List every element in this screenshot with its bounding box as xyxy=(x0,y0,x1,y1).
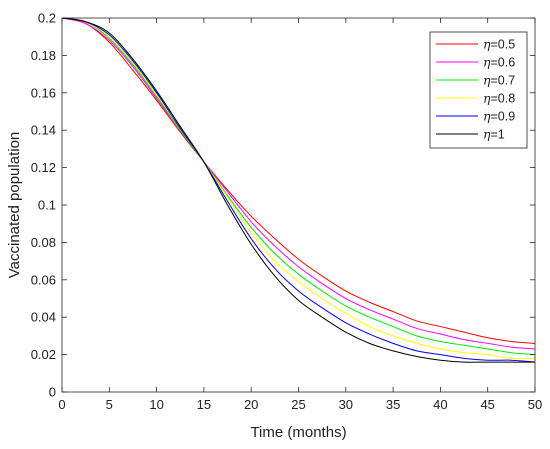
legend-box xyxy=(429,31,528,149)
y-tick-label: 0.14 xyxy=(31,123,56,138)
tick-layer: 0 5 10 15 20 25 30 35 40 45 50 0 0.02 0.04 0.06 0.08 0.1… xyxy=(31,11,543,413)
legend-value: =0.6 xyxy=(491,56,516,70)
y-tick-label: 0.16 xyxy=(31,85,56,100)
legend-label: η=0.5 xyxy=(483,37,515,52)
x-tick-label: 50 xyxy=(528,397,542,412)
legend-value: =0.9 xyxy=(491,110,516,124)
y-tick-label: 0 xyxy=(49,385,56,400)
x-tick-label: 40 xyxy=(433,397,447,412)
legend-value: =0.8 xyxy=(491,92,516,106)
legend-eta-symbol: η xyxy=(483,109,491,124)
series-line-6 xyxy=(61,17,535,363)
x-tick-label: 30 xyxy=(339,397,353,412)
y-tick-label: 0.18 xyxy=(31,48,56,63)
y-tick-label: 0.08 xyxy=(31,235,56,250)
series-line-5 xyxy=(61,17,536,363)
x-tick-label: 15 xyxy=(197,397,211,412)
y-tick-label: 0.1 xyxy=(38,198,56,213)
legend-label: η=0.9 xyxy=(483,109,515,124)
x-tick-label: 45 xyxy=(480,397,494,412)
x-tick-label: 0 xyxy=(58,397,65,412)
series-line-2 xyxy=(61,17,536,350)
legend-value: =0.5 xyxy=(491,38,516,52)
series-line-3 xyxy=(61,17,536,356)
legend-eta-symbol: η xyxy=(483,37,491,52)
x-tick-label: 25 xyxy=(291,397,305,412)
y-tick-label: 0.04 xyxy=(31,310,56,325)
x-tick-label: 35 xyxy=(386,397,400,412)
y-axis-title: Vaccinated population xyxy=(6,132,23,279)
legend: η=0.5η=0.6η=0.7η=0.8η=0.9η=1 xyxy=(429,31,528,149)
legend-label: η=1 xyxy=(483,127,505,142)
y-tick-label: 0.2 xyxy=(38,11,56,26)
legend-eta-symbol: η xyxy=(483,127,491,142)
y-tick-label: 0.12 xyxy=(31,160,56,175)
legend-eta-symbol: η xyxy=(483,55,491,70)
legend-eta-symbol: η xyxy=(483,73,491,88)
legend-label: η=0.7 xyxy=(483,73,515,88)
x-axis-title: Time (months) xyxy=(250,424,346,441)
legend-label: η=0.8 xyxy=(483,91,515,106)
x-tick-label: 10 xyxy=(149,397,163,412)
legend-value: =0.7 xyxy=(491,74,516,88)
legend-label: η=0.6 xyxy=(483,55,515,70)
legend-eta-symbol: η xyxy=(483,91,491,106)
y-tick-label: 0.02 xyxy=(31,347,56,362)
y-tick-label: 0.06 xyxy=(31,272,56,287)
series-line-1 xyxy=(61,17,536,344)
legend-value: =1 xyxy=(491,128,505,142)
series-layer xyxy=(61,17,536,363)
x-tick-label: 5 xyxy=(106,397,113,412)
series-line-4 xyxy=(61,17,536,360)
x-tick-label: 20 xyxy=(244,397,258,412)
